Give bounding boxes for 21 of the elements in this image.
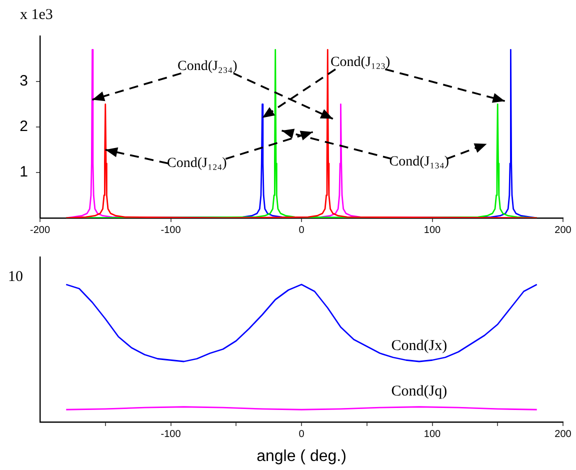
text: 10 [8, 268, 23, 285]
series-label: Cond(Jx) [391, 338, 448, 354]
x-tick-label: -100 [160, 428, 182, 440]
x-tick-label: 200 [554, 428, 572, 440]
annotation: Cond(J₁₃₄) [389, 154, 450, 170]
x-axis-title: angle ( deg.) [256, 448, 346, 465]
y-tick-label: 1 [20, 164, 28, 181]
x-tick-label: -200 [30, 224, 50, 236]
y-tick-label: 2 [20, 118, 28, 136]
annotation: Cond(J₁₂₃) [330, 55, 391, 70]
annotation: Cond(J₂₃₄) [177, 59, 238, 74]
x-tick-label: 0 [298, 224, 305, 236]
x-tick-label: 100 [424, 224, 442, 236]
x-tick-label: 0 [298, 428, 305, 440]
y-axis-title: x 1e3 [20, 6, 53, 23]
series-label: Cond(Jq) [391, 383, 448, 400]
x-tick-label: 100 [424, 428, 442, 440]
x-tick-label: -100 [160, 224, 182, 236]
x-tick-label: 200 [554, 224, 572, 236]
annotation: Cond(J₁₂₄) [167, 156, 228, 172]
y-tick-label: 3 [20, 72, 28, 90]
